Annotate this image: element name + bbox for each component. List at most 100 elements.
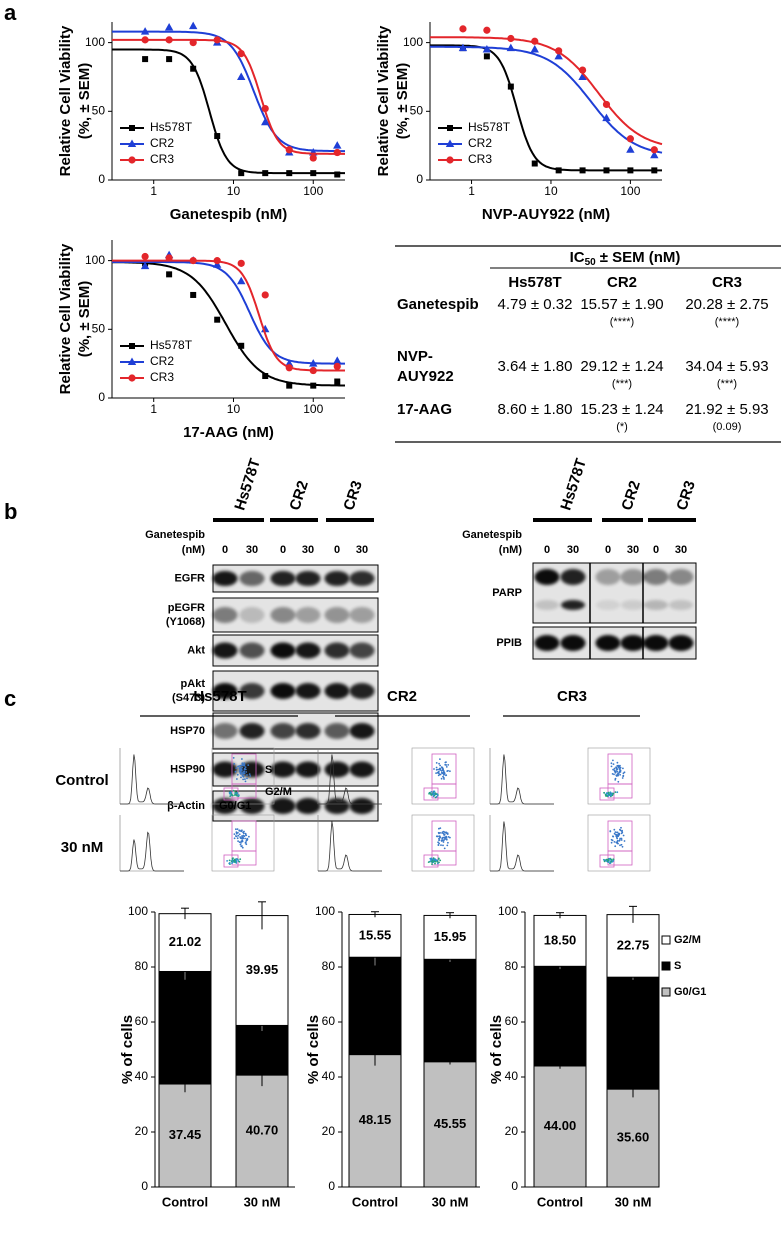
legend-label: Hs578T xyxy=(468,120,511,134)
event-dot xyxy=(241,763,244,766)
gate xyxy=(223,787,239,801)
event-dot xyxy=(235,862,238,864)
table-header: IC50 ± SEM (nM) xyxy=(570,249,681,268)
event-dot xyxy=(611,773,614,775)
marker xyxy=(129,343,135,349)
marker xyxy=(214,316,221,323)
marker xyxy=(261,291,269,299)
blot-band xyxy=(349,761,375,778)
y-tick-label: 50 xyxy=(92,103,106,117)
y-tick-label: 20 xyxy=(505,1124,519,1138)
bar-segment xyxy=(423,958,477,1063)
group-bar xyxy=(326,518,374,522)
x-tick-label: 100 xyxy=(620,184,640,198)
marker xyxy=(238,342,245,349)
event-dot xyxy=(620,839,623,841)
significance: (*) xyxy=(616,421,628,433)
event-dot xyxy=(236,828,239,830)
blot-band xyxy=(644,600,668,610)
marker xyxy=(627,167,634,174)
event-dot xyxy=(619,767,622,769)
marker xyxy=(286,382,293,389)
cell-line-label: CR2 xyxy=(286,479,311,513)
event-dot xyxy=(443,833,446,836)
event-dot xyxy=(243,830,245,833)
event-dot xyxy=(614,791,617,793)
header-text: IC xyxy=(570,249,585,266)
event-dot xyxy=(241,835,243,837)
marker xyxy=(237,259,245,267)
event-dot xyxy=(444,761,447,764)
event-dot xyxy=(235,832,238,835)
event-dot xyxy=(236,778,238,780)
bar-segment xyxy=(158,970,212,1085)
column-header: Hs578T xyxy=(508,274,561,291)
cell-value: 21.92 ± 5.93 xyxy=(685,401,768,418)
event-dot xyxy=(443,839,445,841)
marker xyxy=(237,50,245,58)
event-dot xyxy=(623,840,626,842)
row-label: NVP- xyxy=(397,348,433,365)
event-dot xyxy=(445,774,448,777)
marker xyxy=(141,36,149,44)
event-dot xyxy=(246,774,248,776)
event-dot xyxy=(246,777,248,780)
dose-label: 30 xyxy=(246,544,258,556)
event-dot xyxy=(622,772,625,775)
y-tick-label: 0 xyxy=(98,172,105,186)
blot-band xyxy=(349,798,375,814)
value-label: 39.95 xyxy=(246,962,279,977)
event-dot xyxy=(233,763,236,765)
protein-label: HSP70 xyxy=(170,725,205,737)
marker xyxy=(164,22,174,31)
marker xyxy=(507,34,515,43)
event-dot xyxy=(238,765,241,767)
marker xyxy=(447,125,453,131)
dot-plot-frame xyxy=(211,747,275,805)
marker xyxy=(626,135,634,143)
blot-band xyxy=(349,723,375,739)
event-dot xyxy=(437,768,439,771)
event-dot xyxy=(619,769,622,772)
marker xyxy=(189,257,197,265)
y-tick-label: 40 xyxy=(505,1069,519,1083)
group-bar xyxy=(533,518,592,522)
event-dot xyxy=(607,791,610,794)
event-dot xyxy=(617,772,620,774)
marker xyxy=(554,51,563,60)
x-axis-label: Ganetespib (nM) xyxy=(170,206,288,223)
panel-label: a xyxy=(4,0,17,25)
event-dot xyxy=(609,791,612,794)
blot-band xyxy=(595,569,621,585)
event-dot xyxy=(245,843,248,846)
y-tick-label: 20 xyxy=(322,1124,336,1138)
fit-curve xyxy=(112,38,345,155)
event-dot xyxy=(241,762,244,765)
histogram xyxy=(318,821,382,872)
event-dot xyxy=(248,835,250,838)
event-dot xyxy=(245,771,248,773)
event-dot xyxy=(242,778,245,781)
x-tick-label: 1 xyxy=(150,184,157,198)
event-dot xyxy=(445,766,448,768)
x-tick-label: 30 nM xyxy=(244,1194,281,1209)
event-dot xyxy=(619,773,621,776)
cell-value: 15.57 ± 1.90 xyxy=(580,296,663,313)
event-dot xyxy=(620,843,623,846)
y-tick-label: 20 xyxy=(135,1124,149,1138)
value-label: 48.15 xyxy=(359,1112,392,1127)
event-dot xyxy=(619,837,621,840)
event-dot xyxy=(231,862,233,865)
cell-value: 20.28 ± 2.75 xyxy=(685,296,768,313)
condition-label: 30 nM xyxy=(61,839,104,856)
event-dot xyxy=(619,829,622,832)
y-axis-label: % of cells xyxy=(305,1015,322,1084)
marker xyxy=(578,72,587,80)
event-dot xyxy=(616,791,619,794)
event-dot xyxy=(612,792,615,795)
marker xyxy=(555,47,563,55)
event-dot xyxy=(617,764,620,767)
event-dot xyxy=(246,838,249,840)
dose-label: 0 xyxy=(222,544,228,556)
value-label: 40.70 xyxy=(246,1122,279,1137)
